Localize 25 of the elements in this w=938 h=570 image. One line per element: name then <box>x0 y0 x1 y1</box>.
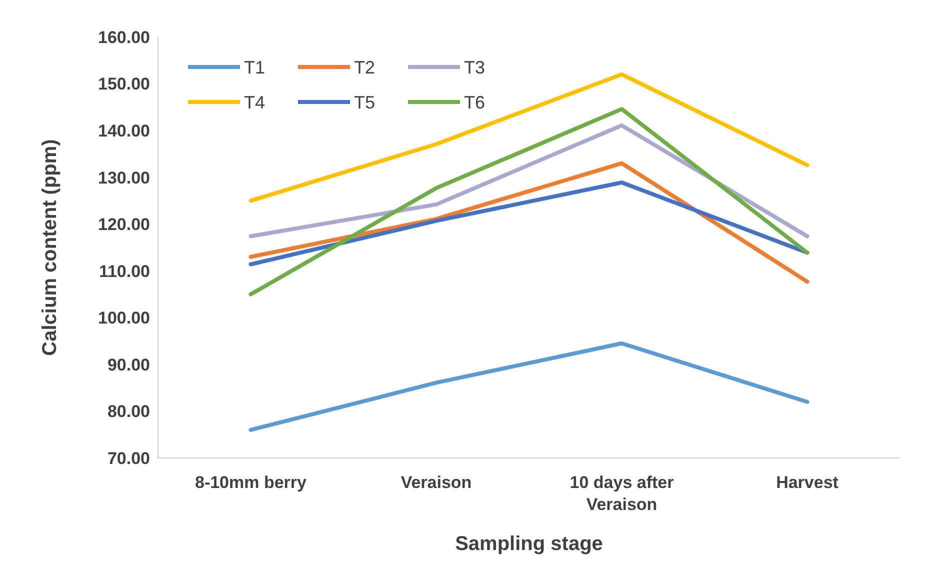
y-tick-label: 140.00 <box>98 122 150 141</box>
y-tick-label: 160.00 <box>98 28 150 47</box>
legend-label: T4 <box>244 92 266 112</box>
y-tick-label: 150.00 <box>98 74 150 94</box>
line-series <box>248 341 810 432</box>
legend-label: T1 <box>244 57 266 78</box>
y-tick-label: 70.00 <box>107 448 150 468</box>
y-tick-label: 100.00 <box>98 308 150 328</box>
legend-label: T5 <box>354 92 376 112</box>
y-axis-title: Calcium content (ppm) <box>39 139 61 356</box>
x-tick-label: 10 days after Veraison <box>570 473 674 514</box>
legend-label: T2 <box>354 57 376 78</box>
legend-label: T3 <box>464 57 486 78</box>
y-tick-label: 80.00 <box>107 402 150 422</box>
x-tick-label: Veraison <box>400 473 472 492</box>
line-series <box>248 161 810 284</box>
x-tick-label: 8-10mm berry <box>194 473 308 492</box>
y-tick-label: 120.00 <box>98 215 150 234</box>
y-tick-label: 110.00 <box>98 262 150 281</box>
x-axis-title: Sampling stage <box>455 533 603 555</box>
y-tick-label: 90.00 <box>107 355 150 374</box>
line-series <box>248 107 810 296</box>
y-tick-label: 130.00 <box>98 168 150 188</box>
legend-label: T6 <box>464 92 486 112</box>
x-tick-label: Harvest <box>776 473 839 492</box>
